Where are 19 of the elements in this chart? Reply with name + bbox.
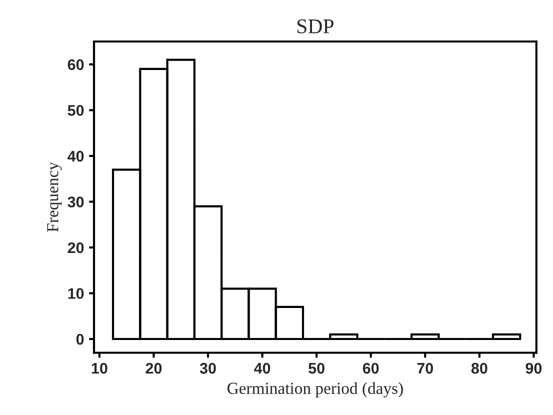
y-tick-label: 40 — [68, 150, 84, 162]
chart-title: SDP — [297, 19, 334, 34]
y-axis-title: Frequency — [47, 162, 62, 232]
y-tick-label: 60 — [68, 59, 84, 70]
x-tick-label: 70 — [417, 362, 434, 374]
x-tick-label: 20 — [146, 362, 162, 374]
y-tick-label: 50 — [68, 105, 84, 116]
y-tick-label: 0 — [76, 334, 84, 345]
y-tick-label: 30 — [68, 196, 84, 208]
x-tick-label: 50 — [308, 362, 324, 374]
x-tick-label: 30 — [200, 362, 216, 374]
y-tick-label: 20 — [68, 242, 84, 254]
x-tick-label: 40 — [254, 362, 270, 374]
x-tick-label: 90 — [526, 362, 542, 374]
x-tick-label: 10 — [92, 362, 108, 374]
x-axis-title: Germination period (days) — [227, 382, 403, 398]
x-tick-label: 80 — [471, 362, 488, 374]
y-tick-label: 10 — [68, 288, 84, 299]
x-tick-label: 60 — [362, 362, 379, 374]
